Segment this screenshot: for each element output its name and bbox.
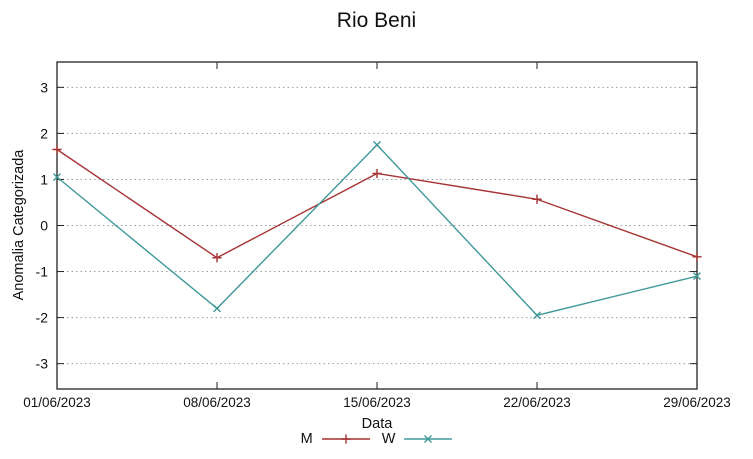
series-W-marker-cross [53,173,61,182]
series-M-line [56,148,698,259]
legend-label: W [381,431,396,447]
x-tick-label: 22/06/2023 [503,395,571,410]
y-tick-label: 2 [40,125,48,141]
y-tick-label: 3 [40,79,48,95]
chart-title: Rio Beni [336,9,417,32]
y-tick-label: 1 [40,171,48,187]
series-M-marker-plus [692,252,702,262]
legend-label: M [300,431,313,447]
x-tick-label: 15/06/2023 [343,395,411,410]
plot-border [56,61,698,390]
legend-entry-M: M [300,431,370,447]
series-M-marker-plus [372,168,382,179]
legend-swatch-plus-icon [321,434,370,444]
series-W-marker-cross [693,272,701,281]
series-M-marker-plus [52,144,62,155]
legend-swatch-cross-icon [404,435,453,443]
x-tick-label: 08/06/2023 [183,395,251,410]
legend-marker [341,434,351,444]
series-W-marker-cross [533,311,541,320]
legend-marker [424,435,433,443]
y-tick-label: -1 [36,264,49,280]
x-tick-label: 29/06/2023 [663,395,731,410]
y-tick-label: -2 [36,310,49,326]
series-M-marker-plus [532,194,542,204]
series-W-marker-cross [213,304,221,313]
legend-entry-W: W [381,431,453,447]
x-tick-label: 01/06/2023 [23,395,91,410]
series-M-marker-plus [212,253,222,263]
x-axis-label: Data [361,416,393,432]
y-tick-label: -3 [36,356,49,372]
series-W-marker-cross [373,140,381,149]
y-tick-label: 0 [40,218,48,234]
